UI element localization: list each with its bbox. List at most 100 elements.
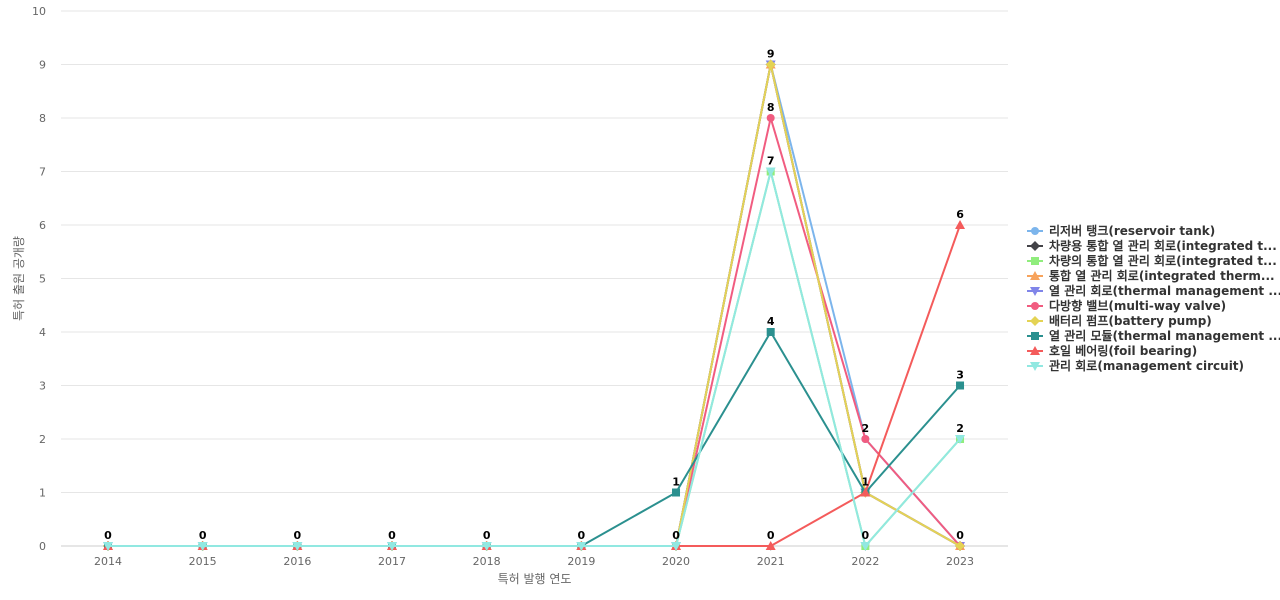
legend-label: 다방향 밸브(multi-way valve) xyxy=(1049,298,1226,313)
x-axis-ticks: 2014 2015 2016 2017 2018 2019 2020 2021 2022 2023 xyxy=(94,546,974,568)
legend-label: 차량용 통합 열 관리 회로(integrated t... xyxy=(1049,238,1277,253)
data-label: 2 xyxy=(862,422,870,435)
x-tick-label: 2017 xyxy=(378,555,406,568)
legend-label: 통합 열 관리 회로(integrated therm... xyxy=(1049,268,1275,283)
legend-item[interactable]: 열 관리 회로(thermal management ... xyxy=(1027,283,1280,298)
legend: 리저버 탱크(reservoir tank)차량용 통합 열 관리 회로(int… xyxy=(1027,223,1280,373)
series-10 xyxy=(103,167,966,551)
legend-label: 리저버 탱크(reservoir tank) xyxy=(1049,223,1215,238)
legend-item[interactable]: 통합 열 관리 회로(integrated therm... xyxy=(1027,268,1275,283)
y-tick-label: 6 xyxy=(39,219,46,232)
y-tick-label: 8 xyxy=(39,112,46,125)
legend-symbol-marker xyxy=(1031,302,1039,310)
data-point xyxy=(103,542,113,551)
y-tick-label: 1 xyxy=(39,487,46,500)
grid xyxy=(61,10,1008,547)
x-tick-label: 2018 xyxy=(473,555,501,568)
data-label: 1 xyxy=(672,476,680,489)
data-point xyxy=(860,487,871,497)
data-label: 8 xyxy=(767,101,775,114)
series-1 xyxy=(104,60,965,550)
data-label: 0 xyxy=(388,529,396,542)
x-tick-label: 2023 xyxy=(946,555,974,568)
legend-symbol-marker xyxy=(1030,362,1040,371)
legend-symbol-marker xyxy=(1031,332,1039,340)
y-tick-label: 7 xyxy=(39,166,46,179)
legend-item[interactable]: 리저버 탱크(reservoir tank) xyxy=(1027,223,1215,238)
series-5 xyxy=(103,60,966,551)
legend-label: 배터리 펌프(battery pump) xyxy=(1049,313,1212,328)
y-tick-label: 5 xyxy=(39,273,46,286)
data-point xyxy=(576,542,587,551)
data-point xyxy=(766,114,775,122)
y-tick-label: 3 xyxy=(39,380,46,393)
x-tick-label: 2020 xyxy=(662,555,690,568)
legend-symbol-marker xyxy=(1031,257,1039,265)
data-label: 0 xyxy=(578,529,586,542)
legend-label: 호일 베어링(foil bearing) xyxy=(1049,343,1197,358)
series-line xyxy=(108,170,961,547)
legend-label: 열 관리 모듈(thermal management ... xyxy=(1049,328,1280,343)
data-point xyxy=(671,542,682,551)
x-tick-label: 2021 xyxy=(757,555,785,568)
data-point xyxy=(955,541,966,551)
data-label: 0 xyxy=(956,529,964,542)
data-label: 7 xyxy=(767,155,775,168)
legend-symbol-marker xyxy=(1030,346,1040,355)
legend-item[interactable]: 호일 베어링(foil bearing) xyxy=(1027,343,1197,358)
legend-label: 열 관리 회로(thermal management ... xyxy=(1049,283,1280,298)
series-4 xyxy=(103,59,966,550)
legend-item[interactable]: 배터리 펌프(battery pump) xyxy=(1027,313,1212,328)
legend-item[interactable]: 차량용 통합 열 관리 회로(integrated t... xyxy=(1027,238,1277,253)
data-point xyxy=(955,435,966,444)
data-point xyxy=(197,542,208,551)
legend-symbol-marker xyxy=(1030,316,1040,326)
data-labels: 0 0 0 0 0 0 0 1 9 8 7 4 0 2 1 0 6 3 2 0 xyxy=(104,48,964,543)
data-label: 0 xyxy=(104,529,112,542)
legend-item[interactable]: 차량의 통합 열 관리 회로(integrated t... xyxy=(1027,253,1277,268)
legend-label: 차량의 통합 열 관리 회로(integrated t... xyxy=(1049,253,1277,268)
data-label: 9 xyxy=(767,48,775,61)
y-tick-label: 9 xyxy=(39,59,46,72)
data-point xyxy=(481,542,492,551)
data-point xyxy=(292,542,303,551)
y-axis-title: 특허 출원 공개량 xyxy=(12,236,26,321)
data-point xyxy=(955,220,966,229)
series-layer xyxy=(103,59,966,551)
series-line xyxy=(108,63,961,547)
data-label: 0 xyxy=(767,529,775,542)
series-line xyxy=(108,170,961,547)
y-tick-label: 2 xyxy=(39,433,46,446)
data-point xyxy=(861,435,870,443)
data-label: 3 xyxy=(956,369,964,382)
legend-item[interactable]: 관리 회로(management circuit) xyxy=(1027,358,1244,373)
legend-symbol-marker xyxy=(1030,287,1040,296)
legend-item[interactable]: 다방향 밸브(multi-way valve) xyxy=(1027,298,1226,313)
y-axis-ticks: 0 1 2 3 4 5 6 7 8 9 10 xyxy=(32,5,46,553)
data-point xyxy=(860,542,871,551)
y-tick-label: 10 xyxy=(32,5,46,18)
x-axis-title: 특허 발행 연도 xyxy=(498,571,572,586)
y-tick-label: 0 xyxy=(39,540,46,553)
data-label: 0 xyxy=(199,529,207,542)
data-label: 0 xyxy=(862,529,870,542)
x-tick-label: 2016 xyxy=(283,555,311,568)
data-label: 4 xyxy=(767,315,775,328)
legend-item[interactable]: 열 관리 모듈(thermal management ... xyxy=(1027,328,1280,343)
x-tick-label: 2015 xyxy=(189,555,217,568)
data-point xyxy=(956,381,965,390)
data-point xyxy=(765,59,776,70)
data-point xyxy=(765,541,776,550)
data-label: 2 xyxy=(956,422,964,435)
data-label: 1 xyxy=(862,476,870,489)
y-tick-label: 4 xyxy=(39,326,46,339)
data-point xyxy=(765,167,776,177)
legend-label: 관리 회로(management circuit) xyxy=(1049,358,1244,373)
data-label: 6 xyxy=(956,208,964,221)
legend-symbol-marker xyxy=(1030,271,1040,280)
x-tick-label: 2019 xyxy=(567,555,595,568)
data-label: 0 xyxy=(294,529,302,542)
data-label: 0 xyxy=(483,529,491,542)
x-tick-label: 2022 xyxy=(851,555,879,568)
